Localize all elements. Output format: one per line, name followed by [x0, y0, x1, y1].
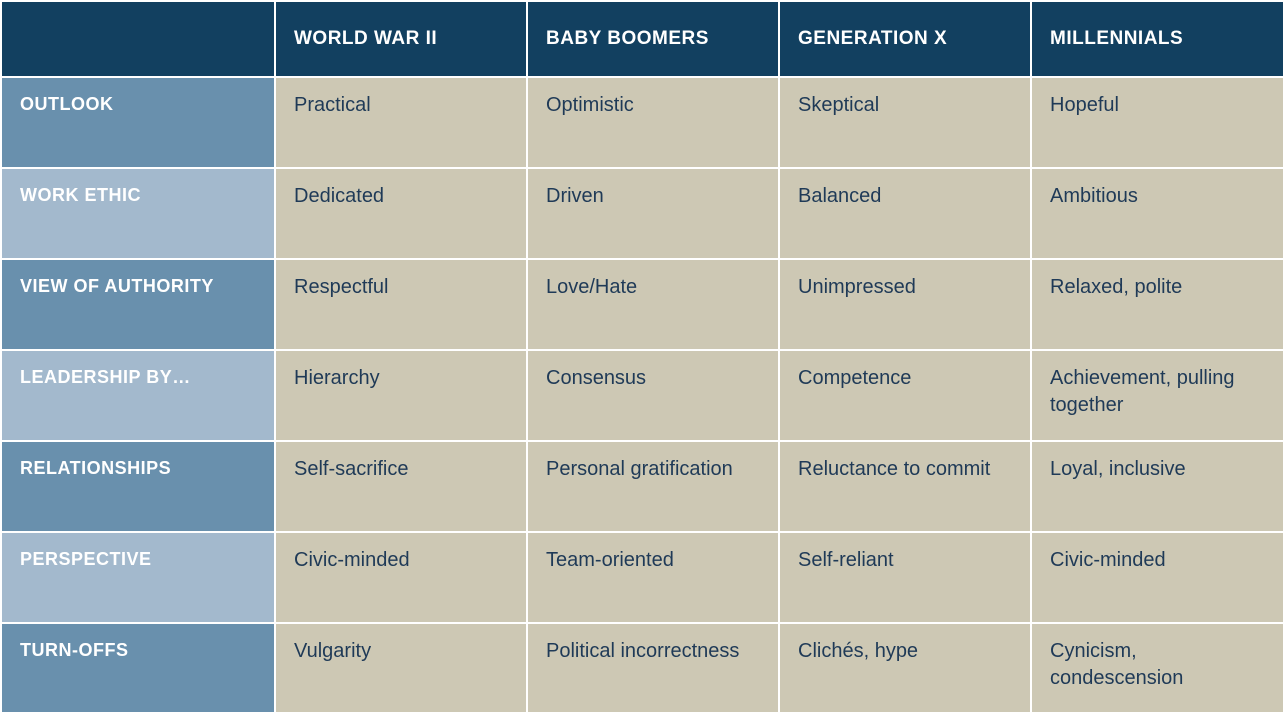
table-cell: Competence	[779, 350, 1031, 441]
column-header: BABY BOOMERS	[527, 1, 779, 77]
table-cell: Political incorrectness	[527, 623, 779, 713]
table-cell: Dedicated	[275, 168, 527, 259]
table-cell: Respectful	[275, 259, 527, 350]
table-cell: Hopeful	[1031, 77, 1283, 168]
table-cell: Love/Hate	[527, 259, 779, 350]
column-header: MILLENNIALS	[1031, 1, 1283, 77]
generations-table: WORLD WAR IIBABY BOOMERSGENERATION XMILL…	[0, 0, 1283, 712]
table-cell: Cynicism, condescension	[1031, 623, 1283, 713]
row-label: TURN-OFFS	[1, 623, 275, 713]
table-cell: Achievement, pulling together	[1031, 350, 1283, 441]
row-label: LEADERSHIP BY…	[1, 350, 275, 441]
table-cell: Unimpressed	[779, 259, 1031, 350]
table-cell: Ambitious	[1031, 168, 1283, 259]
table-cell: Loyal, inclusive	[1031, 441, 1283, 532]
table-cell: Civic-minded	[1031, 532, 1283, 623]
table-cell: Civic-minded	[275, 532, 527, 623]
table-cell: Practical	[275, 77, 527, 168]
row-label: RELATIONSHIPS	[1, 441, 275, 532]
table-cell: Hierarchy	[275, 350, 527, 441]
column-header: GENERATION X	[779, 1, 1031, 77]
table-cell: Personal gratification	[527, 441, 779, 532]
table-cell: Vulgarity	[275, 623, 527, 713]
row-label: WORK ETHIC	[1, 168, 275, 259]
table-cell: Self-reliant	[779, 532, 1031, 623]
table-cell: Relaxed, polite	[1031, 259, 1283, 350]
table-cell: Driven	[527, 168, 779, 259]
table-cell: Skeptical	[779, 77, 1031, 168]
table-cell: Self-sacrifice	[275, 441, 527, 532]
column-header: WORLD WAR II	[275, 1, 527, 77]
table-cell: Reluctance to commit	[779, 441, 1031, 532]
table-cell: Optimistic	[527, 77, 779, 168]
row-label: VIEW OF AUTHORITY	[1, 259, 275, 350]
row-label: PERSPECTIVE	[1, 532, 275, 623]
table-cell: Balanced	[779, 168, 1031, 259]
header-corner	[1, 1, 275, 77]
table-cell: Clichés, hype	[779, 623, 1031, 713]
table-cell: Team-oriented	[527, 532, 779, 623]
table-cell: Consensus	[527, 350, 779, 441]
row-label: OUTLOOK	[1, 77, 275, 168]
